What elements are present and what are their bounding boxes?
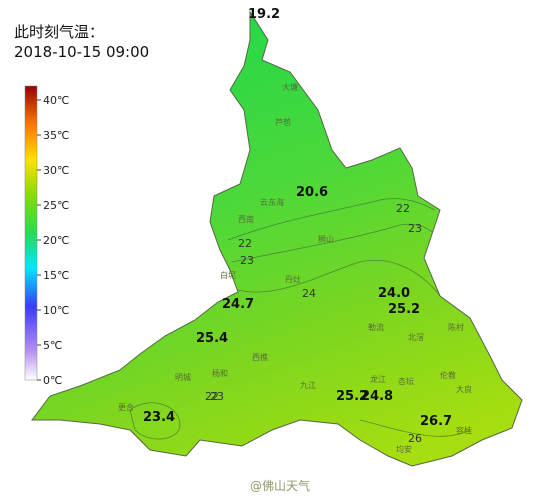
place-name: 伦教: [440, 370, 456, 380]
scale-label: 0℃: [43, 374, 62, 387]
place-name: 容桂: [456, 425, 472, 435]
place-name: 丹灶: [285, 274, 301, 284]
region-shape: [31, 10, 523, 467]
watermark-left: @佛山天气: [250, 478, 310, 493]
scale-label: 20℃: [43, 234, 69, 247]
scale-label: 35℃: [43, 129, 69, 142]
station-reading: 23.4: [143, 410, 175, 425]
contour-label: 24: [302, 287, 316, 300]
place-name: 云东海: [260, 197, 284, 207]
scale-label: 10℃: [43, 304, 69, 317]
place-name: 北滘: [408, 333, 424, 342]
place-name: 芦苞: [275, 117, 291, 127]
place-name: 更合: [118, 402, 134, 412]
station-reading: 24.0: [378, 286, 410, 301]
contour-lines: [129, 198, 471, 440]
scale-label: 30℃: [43, 164, 69, 177]
place-name: 大良: [456, 384, 472, 394]
station-reading: 24.8: [361, 389, 393, 404]
place-name: 九江: [300, 381, 316, 390]
station-reading: 25.2: [388, 302, 420, 317]
place-name: 西樵: [252, 352, 268, 362]
station-reading: 26.7: [420, 414, 452, 429]
contour-label: 22: [205, 390, 219, 403]
place-name: 杏坛: [398, 376, 414, 386]
contour-label: 26: [408, 432, 422, 445]
scale-label: 15℃: [43, 269, 69, 282]
station-reading: 24.7: [222, 297, 254, 312]
place-name: 陈村: [448, 322, 464, 332]
station-reading: 20.6: [296, 185, 328, 200]
station-reading: 25.4: [196, 331, 228, 346]
title: 此时刻气温：: [14, 23, 104, 41]
color-scale: [24, 85, 38, 381]
place-name: 明城: [175, 373, 191, 382]
station-reading: 19.2: [248, 7, 280, 22]
scale-label: 40℃: [43, 94, 69, 107]
place-name: 狮山: [318, 234, 334, 244]
place-name: 西南: [238, 214, 254, 224]
contour-label: 22: [396, 202, 410, 215]
legend: 40℃ 35℃ 30℃ 25℃ 20℃ 15℃ 10℃ 5℃ 0℃: [37, 94, 69, 387]
place-name: 勒流: [368, 322, 384, 332]
timestamp: 2018-10-15 09:00: [14, 43, 149, 61]
station-reading: 25.2: [336, 389, 368, 404]
place-name: 杨和: [212, 368, 228, 378]
place-name: 均安: [396, 444, 412, 454]
contour-label: 23: [210, 390, 224, 403]
scale-label: 5℃: [43, 339, 62, 352]
place-name: 大塘: [282, 82, 298, 92]
watermark-right: 佛山发布: [470, 470, 518, 485]
place-name: 龙江: [370, 374, 386, 384]
contour-label: 23: [240, 254, 254, 267]
scale-label: 25℃: [43, 199, 69, 212]
contour-label: 22: [238, 237, 252, 250]
contour-label: 23: [408, 222, 422, 235]
place-name: 白坭: [220, 270, 236, 280]
